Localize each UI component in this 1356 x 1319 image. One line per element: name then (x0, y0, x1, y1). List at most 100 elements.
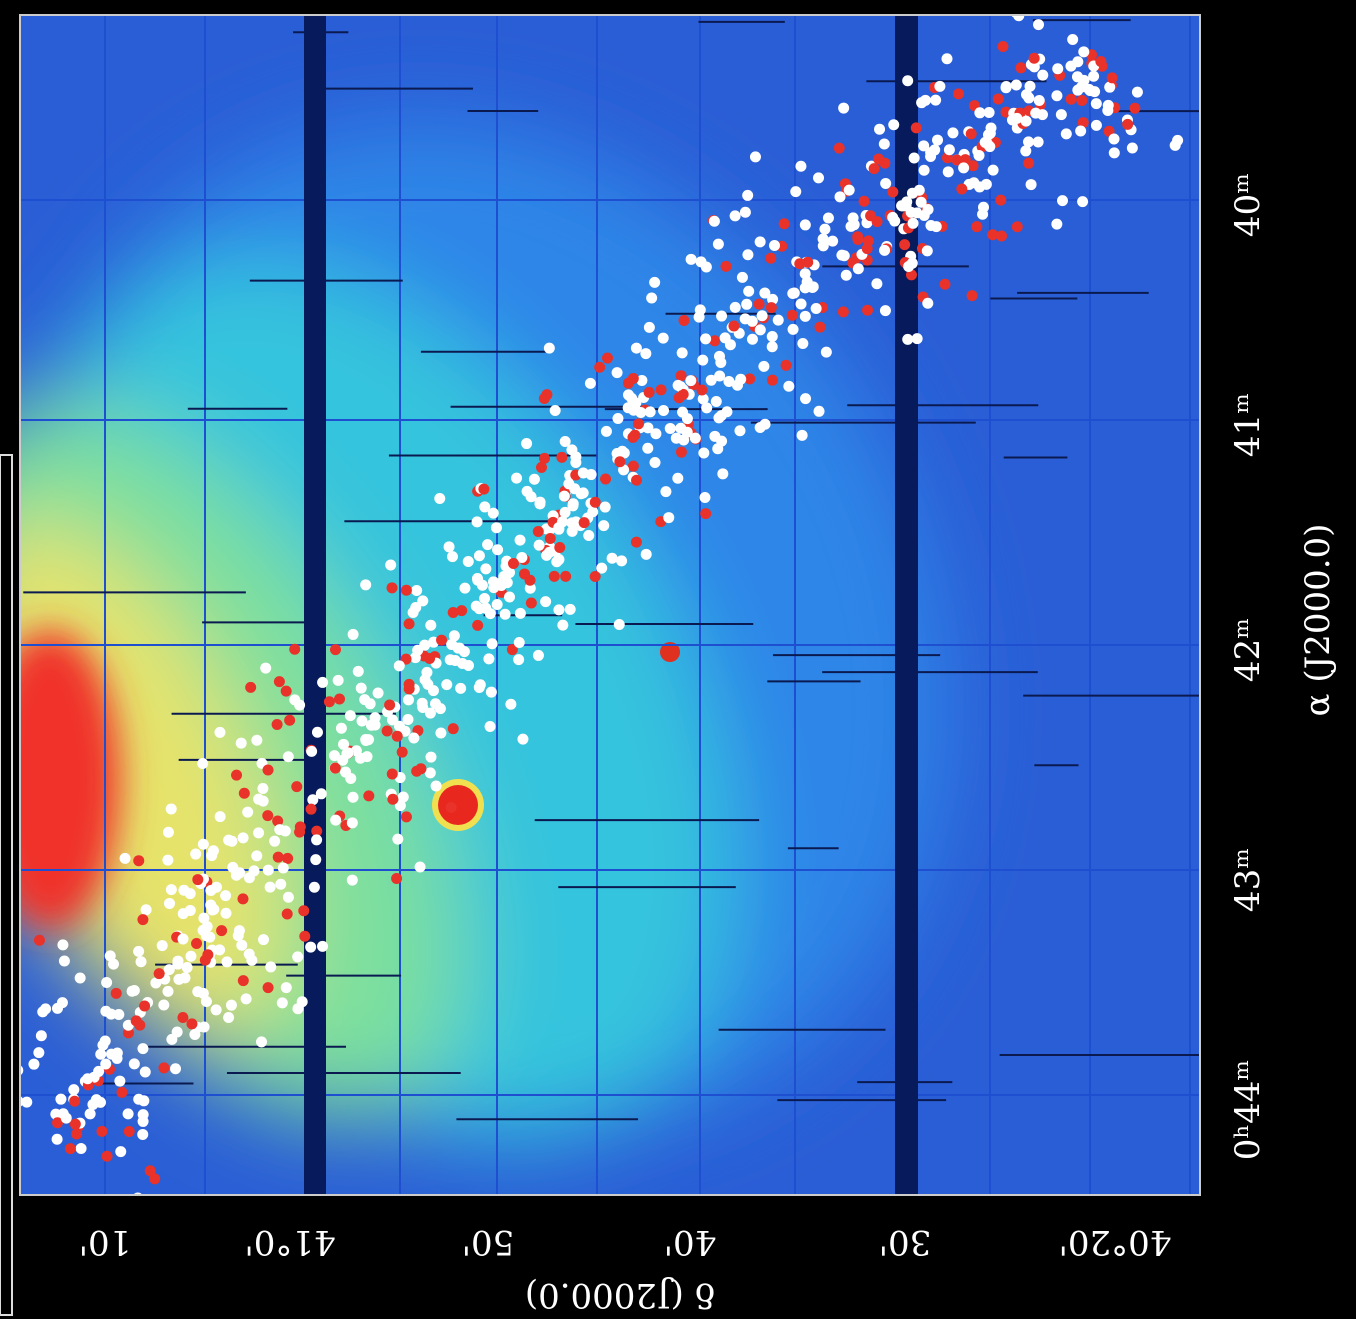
source-marker (906, 187, 918, 199)
source-marker (262, 810, 274, 822)
source-marker (978, 201, 990, 213)
source-marker (101, 1150, 113, 1162)
source-marker (797, 338, 809, 350)
source-marker (82, 1073, 94, 1085)
source-marker (113, 1008, 125, 1020)
axis-labels: 10' 41°0' 50' 40' 30' 40°20' δ (J2000.0) 40ᵐ 41ᵐ… (79, 173, 1338, 1315)
source-marker (504, 591, 516, 603)
source-marker (1077, 196, 1089, 208)
source-marker (355, 682, 367, 694)
source-marker (879, 244, 891, 256)
source-marker (177, 933, 189, 945)
source-marker (514, 534, 526, 546)
source-marker (758, 360, 770, 372)
source-marker (649, 456, 661, 468)
source-marker (966, 290, 978, 302)
source-marker (578, 517, 590, 529)
source-marker (868, 163, 880, 175)
source-marker (1025, 179, 1037, 191)
source-marker (987, 229, 999, 241)
source-marker (256, 1036, 268, 1048)
source-marker (474, 679, 486, 691)
source-marker (486, 638, 498, 650)
source-marker (858, 195, 870, 207)
source-marker (907, 217, 919, 229)
source-marker (307, 794, 319, 806)
source-marker (681, 426, 693, 438)
source-marker (495, 580, 507, 592)
source-marker (746, 333, 758, 345)
source-marker (1028, 52, 1040, 64)
source-marker (930, 94, 942, 106)
source-marker (226, 835, 238, 847)
source-marker (1057, 195, 1069, 207)
source-marker (1106, 72, 1118, 84)
source-marker (983, 107, 995, 119)
source-marker (544, 533, 556, 545)
source-marker (783, 380, 795, 392)
source-marker (712, 443, 724, 455)
source-marker (685, 253, 697, 265)
source-marker (51, 1002, 63, 1014)
source-marker (184, 904, 196, 916)
source-marker (589, 496, 601, 508)
source-marker (535, 461, 547, 473)
source-marker (294, 826, 306, 838)
source-marker (95, 1048, 107, 1060)
source-marker (729, 301, 741, 313)
source-marker (311, 834, 323, 846)
source-marker (695, 256, 707, 268)
source-marker (424, 767, 436, 779)
source-marker (116, 1086, 128, 1098)
source-marker (646, 292, 658, 304)
source-marker (888, 119, 900, 131)
source-marker (445, 801, 457, 813)
source-marker (400, 584, 412, 596)
source-marker (208, 903, 220, 915)
source-marker (101, 977, 113, 989)
source-marker (1011, 112, 1023, 124)
source-marker (210, 1004, 222, 1016)
source-marker (342, 747, 354, 759)
source-marker (1071, 71, 1083, 83)
source-marker (480, 563, 492, 575)
source-marker (172, 958, 184, 970)
source-marker (104, 950, 116, 962)
source-marker (315, 788, 327, 800)
source-marker (517, 733, 529, 745)
source-marker (414, 861, 426, 873)
source-marker (311, 726, 323, 738)
source-marker (505, 698, 517, 710)
source-marker (959, 154, 971, 166)
source-marker (660, 486, 672, 498)
source-marker (837, 306, 849, 318)
source-marker (487, 507, 499, 519)
source-marker (84, 1108, 96, 1120)
source-marker (908, 152, 920, 164)
source-marker (532, 649, 544, 661)
source-marker (951, 154, 963, 166)
source-marker (847, 212, 859, 224)
source-marker (897, 200, 909, 212)
source-marker (137, 1043, 149, 1055)
source-marker (765, 252, 777, 264)
source-marker (1033, 95, 1045, 107)
source-marker (237, 832, 249, 844)
source-marker (514, 607, 526, 619)
source-marker (720, 260, 732, 272)
source-marker (1015, 62, 1027, 74)
source-marker (1075, 125, 1087, 137)
source-marker (262, 864, 274, 876)
source-marker (332, 674, 344, 686)
source-marker (627, 431, 639, 443)
source-marker (973, 149, 985, 161)
source-marker (186, 1018, 198, 1030)
source-marker (612, 413, 624, 425)
source-marker (642, 422, 654, 434)
source-marker (840, 269, 852, 281)
source-marker (611, 367, 623, 379)
source-marker (1030, 107, 1042, 119)
source-marker (483, 653, 495, 665)
source-marker (329, 762, 341, 774)
